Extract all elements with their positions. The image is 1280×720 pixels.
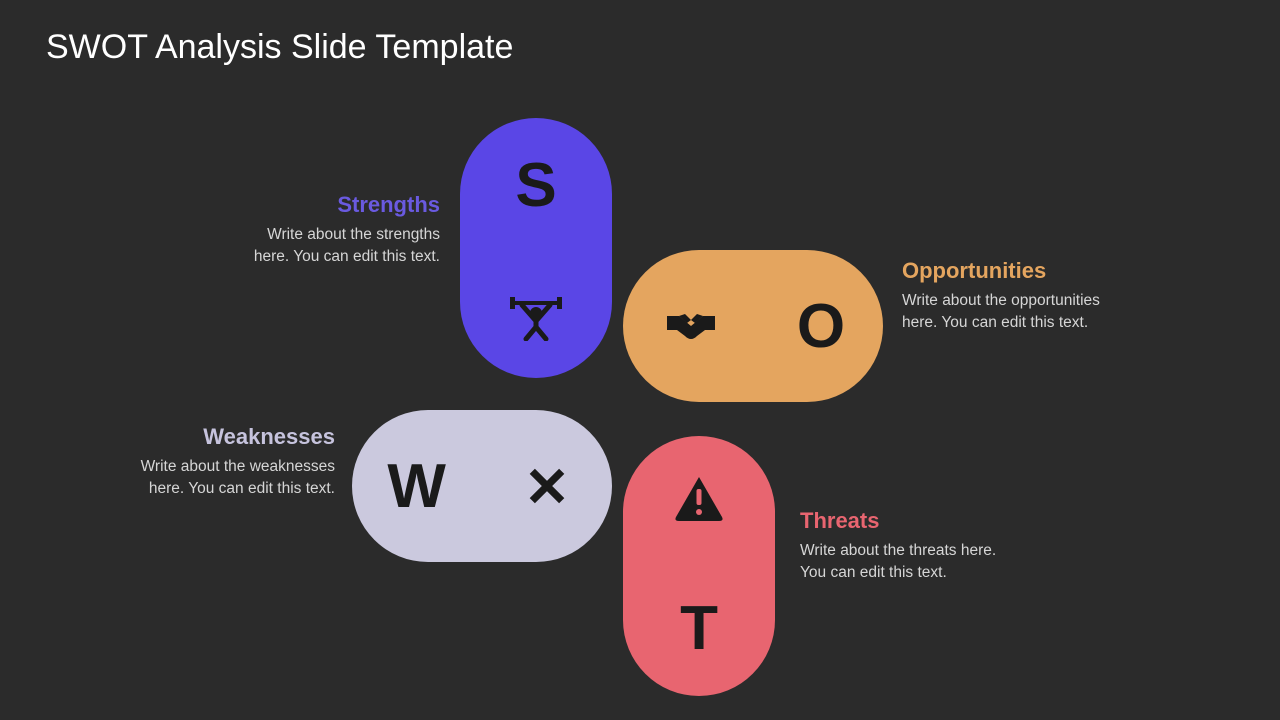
threats-letter: T [680,593,718,664]
weaknesses-pill: W [352,410,612,562]
weaknesses-desc: Write about the weaknesses here. You can… [130,456,335,501]
opportunities-desc: Write about the opportunities here. You … [902,290,1122,335]
page-title: SWOT Analysis Slide Template [46,28,513,67]
threats-label: Threats [800,508,1010,534]
threats-pill: T [623,436,775,696]
weaknesses-text: Weaknesses Write about the weaknesses he… [130,424,335,501]
opportunities-pill: O [623,250,883,402]
strengths-desc: Write about the strengths here. You can … [240,224,440,269]
x-icon [517,456,577,516]
strengths-text: Strengths Write about the strengths here… [240,192,440,269]
opportunities-letter: O [797,291,845,362]
strengths-pill: S [460,118,612,378]
opportunities-text: Opportunities Write about the opportunit… [902,258,1122,335]
strengths-label: Strengths [240,192,440,218]
warning-icon [669,468,729,528]
strengths-letter: S [515,150,556,221]
weaknesses-letter: W [387,451,446,522]
weaknesses-label: Weaknesses [130,424,335,450]
threats-text: Threats Write about the threats here. Yo… [800,508,1010,585]
handshake-icon [661,296,721,356]
weightlifter-icon [506,286,566,346]
threats-desc: Write about the threats here. You can ed… [800,540,1010,585]
opportunities-label: Opportunities [902,258,1122,284]
